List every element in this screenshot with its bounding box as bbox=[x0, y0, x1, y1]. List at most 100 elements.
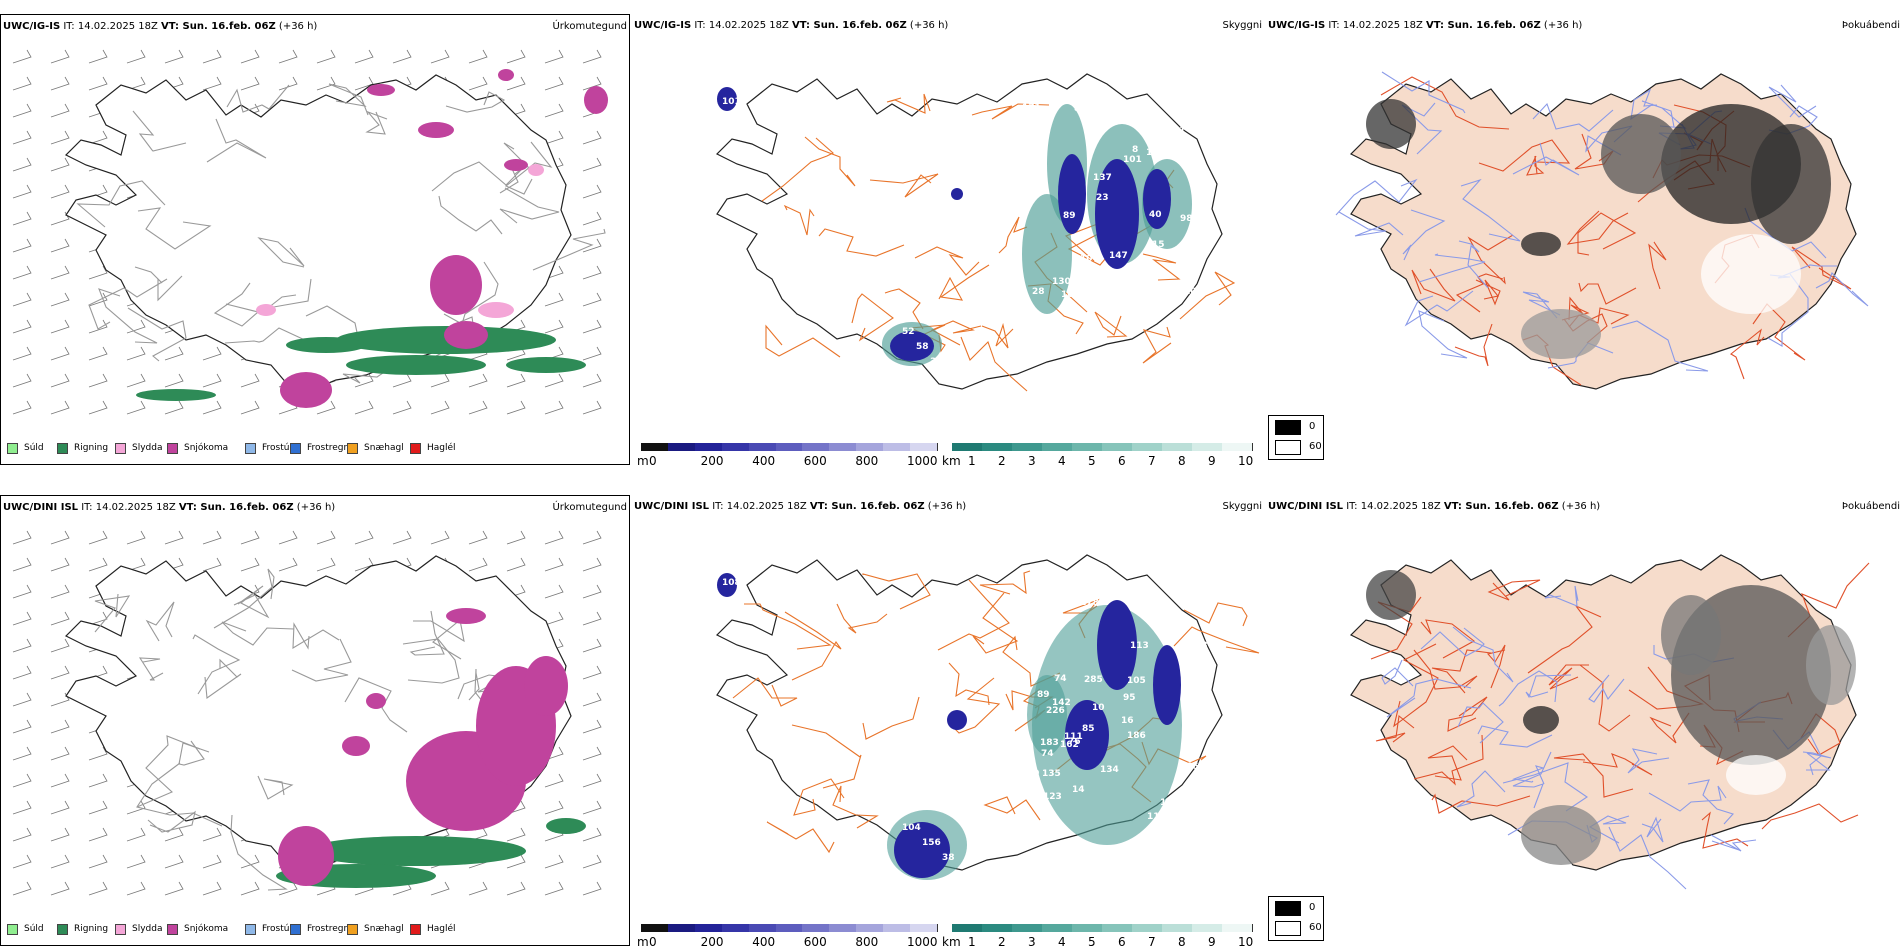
wind-barb bbox=[316, 530, 336, 545]
wind-barb bbox=[582, 638, 602, 653]
wind-barb bbox=[12, 557, 32, 572]
cloud-base-tick: 400 bbox=[752, 454, 776, 468]
weather-area bbox=[584, 86, 608, 114]
wind-barb bbox=[582, 665, 602, 680]
road-line bbox=[1454, 323, 1493, 367]
wind-barb bbox=[50, 292, 70, 307]
road-line bbox=[1452, 626, 1514, 683]
wind-barb bbox=[506, 76, 526, 91]
road-line bbox=[1649, 712, 1690, 744]
road-line bbox=[499, 187, 560, 224]
road-line bbox=[884, 288, 924, 330]
visibility-value-label: 168 bbox=[1181, 727, 1200, 737]
cloud-base-tick: 800 bbox=[855, 935, 879, 949]
road-line bbox=[1381, 71, 1466, 114]
wind-barb bbox=[582, 157, 602, 172]
visibility-value-label: 15 bbox=[1152, 240, 1165, 250]
wind-barb bbox=[12, 719, 32, 734]
fog-index-area bbox=[1601, 114, 1681, 194]
cloud-base-colorbar: m 0 200 400 600 800 1000 bbox=[637, 924, 938, 949]
wind-barb bbox=[50, 76, 70, 91]
colorbar-segment bbox=[667, 924, 696, 932]
road-line bbox=[138, 657, 164, 681]
it-label: IT: bbox=[78, 502, 96, 513]
road-line bbox=[1427, 745, 1468, 781]
wind-barb bbox=[392, 400, 412, 415]
legend-swatch bbox=[57, 442, 68, 454]
visibility-value-label: 89 bbox=[1063, 211, 1076, 221]
road-line bbox=[1411, 268, 1456, 302]
road-line bbox=[1477, 725, 1553, 748]
fog-map bbox=[1335, 71, 1869, 390]
wind-barb bbox=[278, 530, 298, 545]
wind-barb bbox=[88, 854, 108, 869]
weather-area bbox=[1058, 154, 1086, 234]
wind-barb bbox=[126, 800, 146, 815]
colorbar-segment bbox=[952, 924, 983, 932]
road-line bbox=[1791, 246, 1852, 290]
road-line bbox=[257, 237, 305, 268]
road-line bbox=[1532, 102, 1614, 132]
visibility-value-label: 104 bbox=[902, 823, 921, 833]
road-line bbox=[1648, 241, 1667, 290]
weather-area bbox=[1153, 645, 1181, 725]
road-line bbox=[1420, 627, 1485, 657]
wind-barb bbox=[316, 557, 336, 572]
model-name: UWC/DINI ISL bbox=[3, 502, 79, 513]
precip-type-panel: UWC/IG-IS IT: 14.02.2025 18Z VT: Sun. 16… bbox=[0, 14, 630, 465]
wind-barb bbox=[126, 373, 146, 388]
visibility-value-label: 156 bbox=[922, 838, 941, 848]
visibility-tick: 2 bbox=[998, 935, 1006, 949]
lead-time: (+36 h) bbox=[924, 501, 967, 512]
visibility-value-label: 142 bbox=[1052, 698, 1071, 708]
wind-barb bbox=[88, 76, 108, 91]
wind-barb bbox=[50, 611, 70, 626]
road-line bbox=[1648, 785, 1727, 812]
weather-area bbox=[444, 321, 488, 349]
wind-barb bbox=[240, 530, 260, 545]
weather-area bbox=[1143, 169, 1171, 229]
cloud-base-tick: 200 bbox=[700, 935, 724, 949]
wind-barb bbox=[88, 611, 108, 626]
fog-index-area bbox=[1366, 570, 1416, 620]
fog-legend: 0 60 bbox=[1268, 415, 1324, 460]
weather-area bbox=[717, 573, 737, 597]
visibility-value-label: 226 bbox=[1046, 706, 1065, 716]
cloud-base-unit: m bbox=[637, 454, 649, 468]
wind-barb bbox=[392, 373, 412, 388]
precip-legend-item: Snæhagl bbox=[347, 923, 404, 935]
visibility-value-label: 11 bbox=[1173, 126, 1186, 136]
wind-barb bbox=[50, 130, 70, 145]
visibility-value-label: 23 bbox=[1096, 193, 1109, 203]
precip-legend-item: Frostúði bbox=[245, 442, 297, 454]
road-line bbox=[1418, 310, 1468, 359]
wind-barb bbox=[354, 400, 374, 415]
wind-barb bbox=[506, 854, 526, 869]
panel-header: UWC/IG-IS IT: 14.02.2025 18Z VT: Sun. 16… bbox=[634, 20, 948, 32]
legend-swatch bbox=[410, 923, 421, 935]
colorbar-segment bbox=[829, 924, 858, 932]
road-line bbox=[1768, 84, 1817, 118]
wind-barb bbox=[12, 346, 32, 361]
wind-barb bbox=[50, 854, 70, 869]
visibility-value-label: 12 bbox=[1074, 272, 1087, 282]
panel-header: UWC/DINI ISL IT: 14.02.2025 18Z VT: Sun.… bbox=[3, 502, 335, 514]
road-line bbox=[1381, 659, 1414, 687]
road-line bbox=[1548, 664, 1589, 690]
road-line bbox=[804, 136, 856, 187]
visibility-value-label: 183 bbox=[1040, 738, 1059, 748]
visibility-value-label: 112 bbox=[1147, 812, 1166, 822]
visibility-value-label: 111 bbox=[1064, 732, 1083, 742]
road-line bbox=[1701, 811, 1749, 849]
wind-barb bbox=[126, 557, 146, 572]
visibility-tick: 8 bbox=[1178, 935, 1186, 949]
wind-barb bbox=[12, 665, 32, 680]
road-line bbox=[732, 677, 798, 707]
it-label: IT: bbox=[1343, 501, 1361, 512]
road-line bbox=[998, 216, 1028, 254]
visibility-value-label: 101 bbox=[1123, 155, 1142, 165]
road-line bbox=[1761, 803, 1859, 830]
valid-time: Sun. 16.feb. 06Z bbox=[1447, 20, 1541, 31]
road-line bbox=[134, 266, 183, 302]
colorbar-segment bbox=[910, 443, 938, 451]
